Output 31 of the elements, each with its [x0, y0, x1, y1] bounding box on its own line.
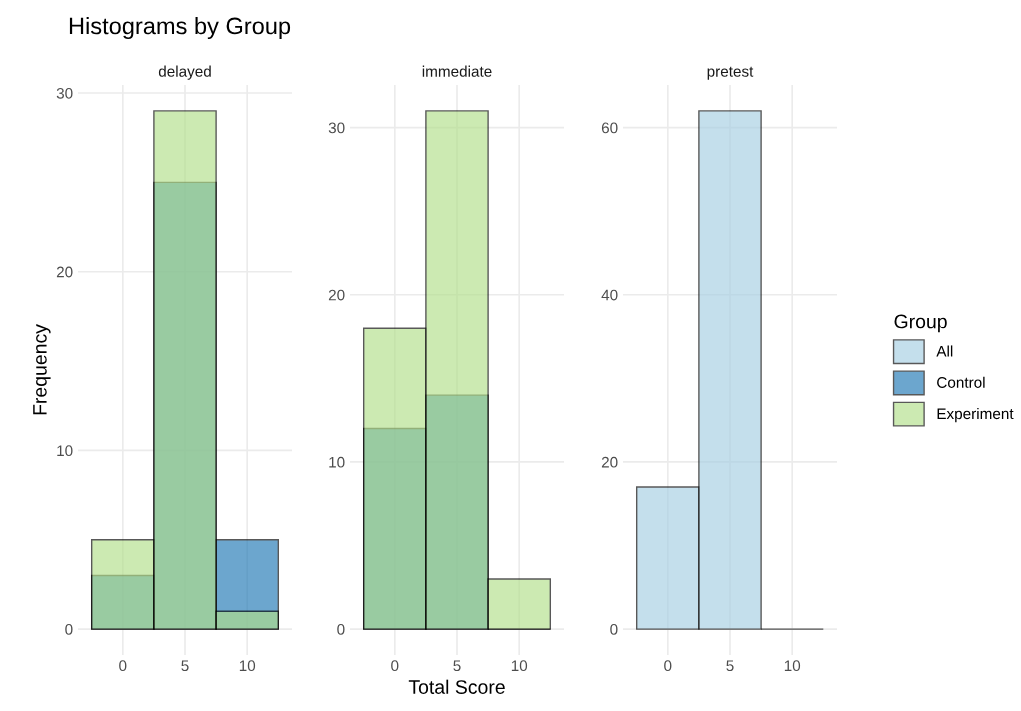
- x-tick-label: 10: [784, 660, 801, 672]
- x-tick-label: 0: [664, 660, 672, 672]
- y-tick-label: 0: [610, 623, 618, 635]
- legend-label: Experiment: [937, 407, 1014, 423]
- y-tick-label: 20: [56, 266, 73, 278]
- y-tick-label: 20: [328, 289, 345, 301]
- legend-label: All: [936, 345, 953, 357]
- x-axis-title: Total Score: [408, 679, 505, 694]
- x-tick-label: 10: [511, 660, 528, 672]
- chart-subtitle: pretest: [707, 66, 754, 80]
- y-tick-label: 10: [329, 456, 345, 468]
- x-tick-label: 5: [453, 660, 461, 672]
- y-tick-label: 10: [57, 445, 73, 457]
- y-tick-label: 40: [601, 289, 618, 301]
- x-tick-label: 0: [119, 660, 127, 672]
- chart-subtitle: immediate: [422, 65, 492, 77]
- legend-title: Group: [894, 314, 947, 333]
- y-tick-label: 30: [56, 87, 73, 99]
- y-tick-label: 0: [337, 623, 345, 635]
- x-tick-label: 5: [726, 660, 734, 672]
- x-tick-label: 10: [239, 660, 256, 672]
- x-tick-label: 0: [391, 660, 399, 672]
- legend-label: Control: [937, 376, 985, 388]
- y-tick-label: 30: [328, 122, 345, 134]
- y-axis-title: Frequency: [33, 324, 51, 415]
- y-tick-label: 20: [601, 456, 618, 468]
- chart-subtitle: delayed: [158, 65, 211, 80]
- chart-title: Histograms by Group: [69, 17, 291, 39]
- y-tick-label: 60: [601, 122, 618, 134]
- y-tick-label: 0: [65, 623, 73, 635]
- x-tick-label: 5: [181, 660, 189, 672]
